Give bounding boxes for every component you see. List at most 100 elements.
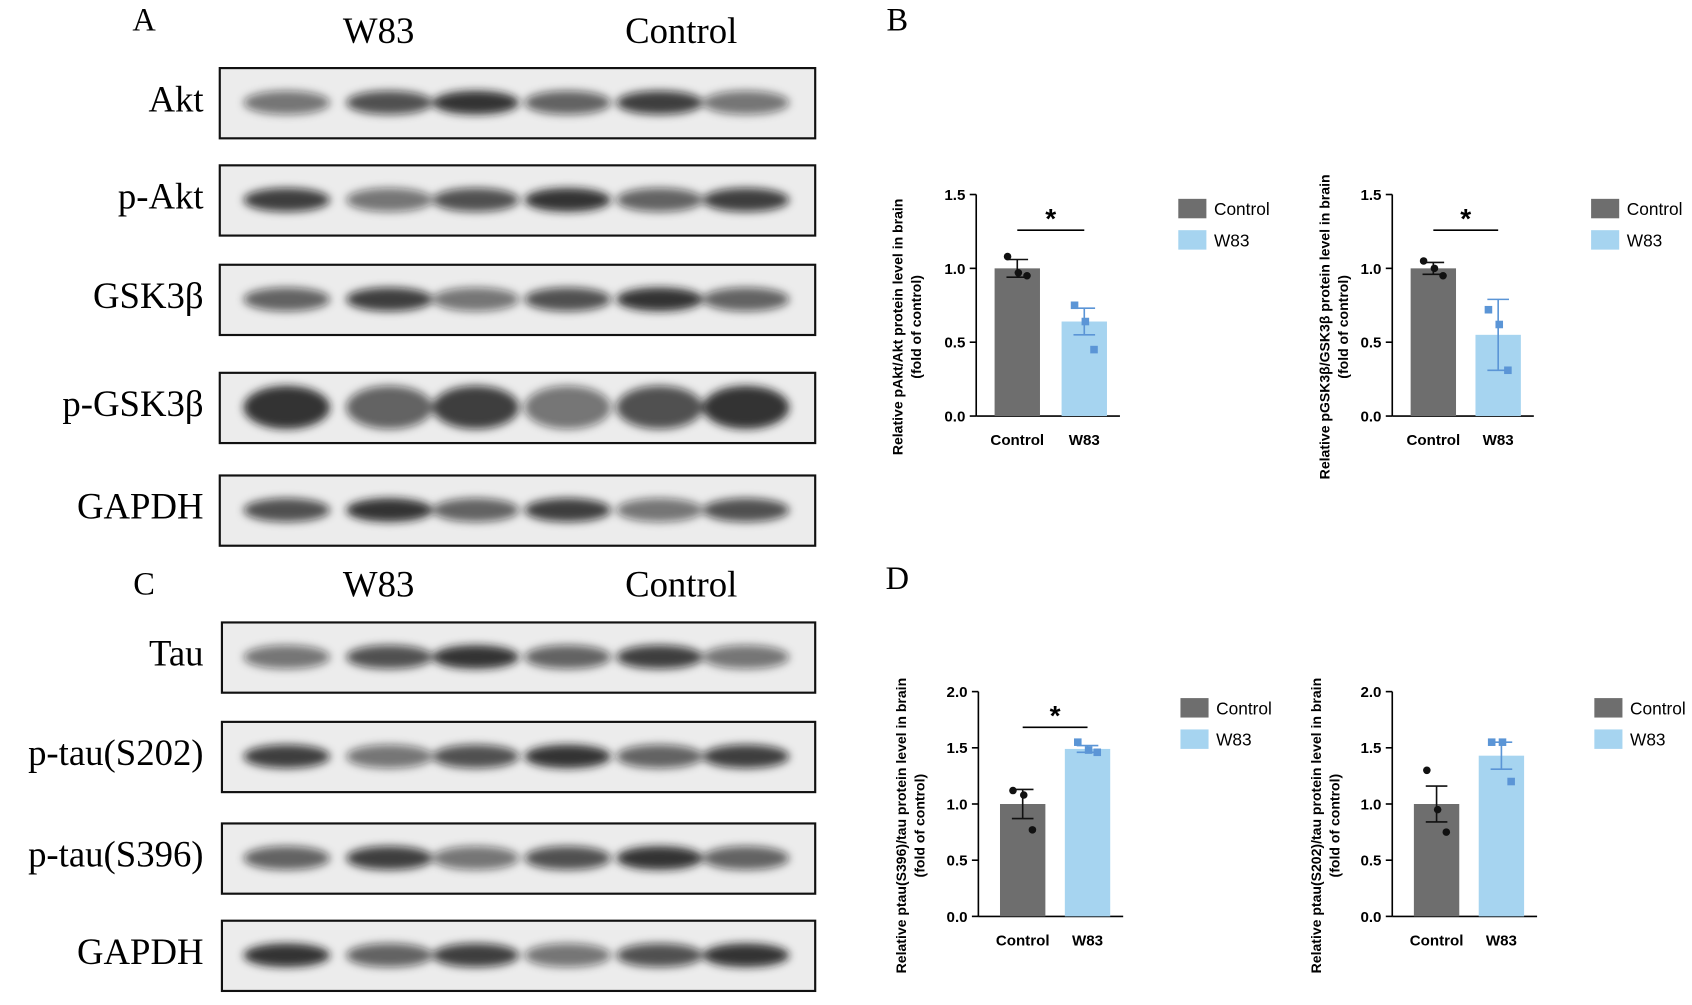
- y-tick-label: 1.0: [944, 261, 965, 278]
- band: [243, 744, 330, 769]
- panel-label: D: [886, 561, 909, 597]
- legend-label: Control: [1630, 698, 1686, 718]
- band: [432, 287, 520, 312]
- data-point: [1084, 746, 1093, 754]
- legend-label: Control: [1216, 698, 1272, 718]
- band: [524, 385, 611, 430]
- data-point: [1093, 748, 1102, 757]
- y-tick-label: 0.5: [1360, 853, 1381, 870]
- y-tick-label: 0.5: [947, 853, 968, 870]
- legend-swatch: [1591, 230, 1620, 250]
- lane-group-label: W83: [343, 564, 414, 605]
- y-tick-label: 1.5: [947, 740, 968, 757]
- legend-swatch: [1594, 729, 1623, 749]
- y-axis-label: Relative pGSK3β/GSK3β protein level in b…: [1317, 174, 1333, 479]
- blot-row-label: p-tau(S202): [28, 732, 203, 773]
- band: [524, 188, 611, 212]
- y-tick-label: 0.0: [944, 408, 965, 425]
- bar: [1064, 748, 1111, 917]
- band: [702, 287, 790, 312]
- band: [524, 744, 611, 769]
- blot-row-label: Tau: [149, 633, 204, 674]
- band: [616, 645, 703, 669]
- x-tick-label: Control: [996, 933, 1050, 950]
- y-axis-label: (fold of control): [908, 275, 924, 379]
- legend-swatch: [1591, 198, 1620, 219]
- x-tick-label: W83: [1486, 933, 1517, 950]
- data-point: [1495, 320, 1504, 329]
- lane-group-label: Control: [625, 10, 737, 51]
- y-tick-label: 1.0: [1360, 261, 1381, 278]
- band: [432, 90, 520, 115]
- y-tick-label: 1.0: [1360, 796, 1381, 813]
- blot-bands: [243, 846, 790, 870]
- blot-row-label: p-GSK3β: [62, 383, 203, 424]
- y-axis-label: Relative ptau(S396)/tau protein level in…: [893, 678, 909, 974]
- data-point: [1507, 777, 1515, 786]
- data-point: [1430, 264, 1439, 273]
- x-tick-label: Control: [1406, 432, 1460, 449]
- x-tick-label: W83: [1483, 432, 1514, 449]
- blot-row-label: GSK3β: [93, 275, 204, 316]
- data-point: [1439, 271, 1447, 280]
- data-point: [1019, 791, 1028, 799]
- band: [346, 744, 433, 769]
- y-axis-label: (fold of control): [911, 774, 927, 878]
- bar: [1410, 268, 1457, 417]
- significance-label: *: [1050, 700, 1061, 731]
- band: [616, 744, 703, 769]
- data-point: [1090, 345, 1098, 354]
- data-point: [1028, 826, 1037, 834]
- data-point: [1014, 269, 1023, 277]
- band: [432, 498, 520, 522]
- y-axis-label: Relative ptau(S202)/tau protein level in…: [1308, 678, 1324, 974]
- bar: [994, 268, 1040, 417]
- band: [702, 645, 790, 669]
- band: [346, 846, 433, 870]
- band: [616, 287, 703, 312]
- significance-label: *: [1460, 203, 1471, 234]
- data-point: [1484, 305, 1493, 314]
- legend-swatch: [1178, 230, 1207, 250]
- band: [616, 943, 703, 968]
- blot-bands: [243, 645, 790, 669]
- band: [243, 287, 330, 312]
- legend-swatch: [1178, 198, 1207, 219]
- data-point: [1504, 366, 1512, 375]
- band: [702, 943, 790, 968]
- band: [432, 943, 520, 968]
- band: [432, 645, 520, 669]
- bar: [999, 804, 1046, 917]
- legend-label: W83: [1214, 230, 1250, 250]
- panel-label: B: [887, 2, 909, 38]
- band: [243, 385, 330, 430]
- blot-bands: [243, 744, 790, 769]
- legend-label: W83: [1630, 730, 1666, 750]
- significance-label: *: [1045, 203, 1056, 234]
- y-tick-label: 0.0: [1360, 408, 1381, 425]
- band: [346, 90, 433, 115]
- legend-swatch: [1180, 698, 1209, 718]
- band: [524, 645, 611, 669]
- band: [243, 188, 330, 212]
- band: [346, 188, 433, 212]
- x-tick-label: W83: [1072, 933, 1103, 950]
- y-tick-label: 1.5: [1360, 740, 1381, 757]
- band: [616, 90, 703, 115]
- data-point: [1070, 301, 1079, 310]
- band: [524, 90, 611, 115]
- band: [346, 498, 433, 522]
- blot-row-label: Akt: [148, 78, 203, 119]
- bar: [1061, 321, 1107, 417]
- y-axis-label: (fold of control): [1326, 774, 1342, 878]
- blot-row-label: GAPDH: [77, 931, 204, 972]
- data-point: [1419, 257, 1428, 265]
- blot-bands: [243, 385, 790, 430]
- blot-row-label: p-Akt: [118, 176, 204, 217]
- band: [702, 744, 790, 769]
- y-axis-label: (fold of control): [1335, 275, 1351, 379]
- data-point: [1009, 786, 1017, 795]
- legend-label: Control: [1214, 199, 1270, 219]
- y-axis-label: Relative pAkt/Akt protein level in brain: [890, 199, 906, 456]
